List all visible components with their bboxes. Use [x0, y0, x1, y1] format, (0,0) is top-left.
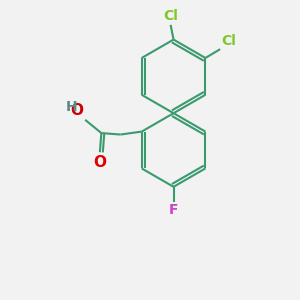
- Text: O: O: [71, 103, 84, 118]
- Text: O: O: [93, 154, 106, 169]
- Text: Cl: Cl: [163, 9, 178, 23]
- Text: Cl: Cl: [222, 34, 236, 48]
- Text: F: F: [169, 203, 178, 217]
- Text: H: H: [66, 100, 78, 114]
